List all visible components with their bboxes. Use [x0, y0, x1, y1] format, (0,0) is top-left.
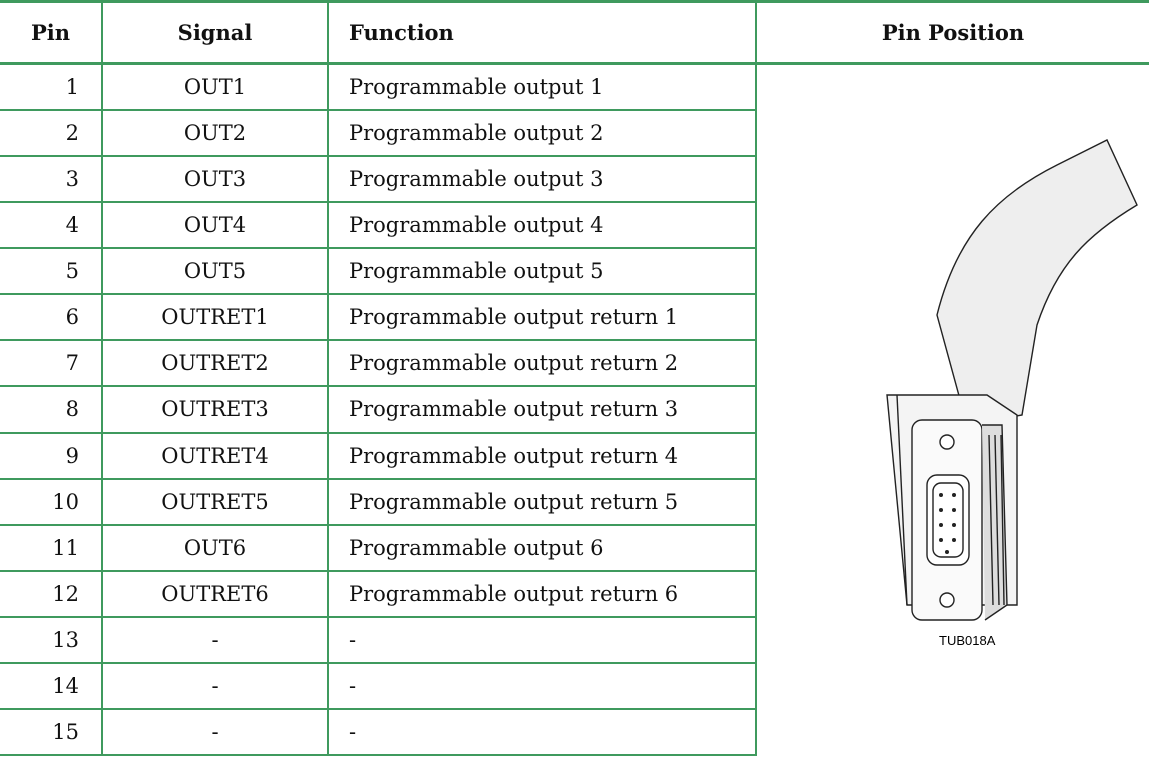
table-cell: Programmable output return 6: [327, 569, 756, 618]
table-row: 1 OUT1 Programmable output 1 TUB018A: [0, 62, 1149, 755]
table-cell: 5: [0, 247, 103, 296]
header-cell: Pin: [0, 0, 103, 65]
table-cell: OUT6: [101, 523, 329, 572]
header-cell: Pin Position: [755, 0, 1149, 65]
table-cell: OUTRET5: [101, 477, 329, 526]
table-cell: Programmable output 2: [327, 109, 756, 158]
table-cell: OUTRET3: [101, 385, 329, 434]
table-cell: 7: [0, 339, 103, 388]
table-row: 2 OUT2 Programmable output 2: [0, 109, 1149, 158]
table-cell: Programmable output return 2: [327, 339, 756, 388]
table-cell: -: [327, 661, 756, 710]
table-cell: OUTRET1: [101, 293, 329, 342]
table-cell: 11: [0, 523, 103, 572]
table-row: 14- -: [0, 661, 1149, 710]
table-cell: OUTRET2: [101, 339, 329, 388]
table-cell: -: [101, 707, 329, 757]
table-cell: OUT2: [101, 109, 329, 158]
table-cell: 14: [0, 661, 103, 710]
table-row: 3 OUT3 Programmable output 3: [0, 155, 1149, 204]
table-cell: Programmable output 5: [327, 247, 756, 296]
table-row: 8 OUTRET3 Programmable output return 3: [0, 385, 1149, 434]
table-row: 13- -: [0, 615, 1149, 664]
table-cell: OUT3: [101, 155, 329, 204]
connector-figure: TUB018A: [886, 139, 1138, 648]
table-cell: -: [327, 615, 756, 664]
table-row: 4 OUT4 Programmable output 4: [0, 201, 1149, 250]
table-cell: 4: [0, 201, 103, 250]
pin-position-cell: TUB018A: [755, 62, 1149, 755]
header-row: Pin Signal Function Pin Position: [0, 0, 1149, 65]
table-cell: 1: [0, 62, 103, 112]
table-row: 12 OUTRET6 Programmable output return 6: [0, 569, 1149, 618]
table-cell: OUT4: [101, 201, 329, 250]
table-cell: -: [327, 707, 756, 757]
table-row: 10 OUTRET5 Programmable output return 5: [0, 477, 1149, 526]
table-cell: 8: [0, 385, 103, 434]
table-cell: OUTRET6: [101, 569, 329, 618]
table-cell: 13: [0, 615, 103, 664]
table-row: 7 OUTRET2 Programmable output return 2: [0, 339, 1149, 388]
table-cell: 10: [0, 477, 103, 526]
table-row: 15- -: [0, 707, 1149, 757]
figure-label: TUB018A: [939, 633, 996, 648]
table-cell: 15: [0, 707, 103, 757]
table-cell: 2: [0, 109, 103, 158]
table-row: 5 OUT5 Programmable output 5: [0, 247, 1149, 296]
table-cell: 3: [0, 155, 103, 204]
table-cell: -: [101, 661, 329, 710]
table-cell: Programmable output 4: [327, 201, 756, 250]
table-cell: Programmable output return 1: [327, 293, 756, 342]
table-cell: Programmable output 1: [327, 62, 757, 112]
table-cell: OUT1: [101, 62, 329, 112]
table-cell: Programmable output return 5: [327, 477, 756, 526]
table-cell: Programmable output 6: [327, 523, 756, 572]
table-cell: Programmable output return 4: [327, 431, 756, 480]
table-row: 9 OUTRET4 Programmable output return 4: [0, 431, 1149, 480]
table-cell: Programmable output return 3: [327, 385, 756, 434]
table-cell: Programmable output 3: [327, 155, 756, 204]
header-cell: Function: [327, 0, 757, 65]
table-row: 6 OUTRET1 Programmable output return 1: [0, 293, 1149, 342]
header-cell: Signal: [101, 0, 329, 65]
table-cell: OUTRET4: [101, 431, 329, 480]
table-cell: -: [101, 615, 329, 664]
table-cell: 12: [0, 569, 103, 618]
table-cell: OUT5: [101, 247, 329, 296]
table-row: 11 OUT6 Programmable output 6: [0, 523, 1149, 572]
table-cell: 9: [0, 431, 103, 480]
table-cell: 6: [0, 293, 103, 342]
